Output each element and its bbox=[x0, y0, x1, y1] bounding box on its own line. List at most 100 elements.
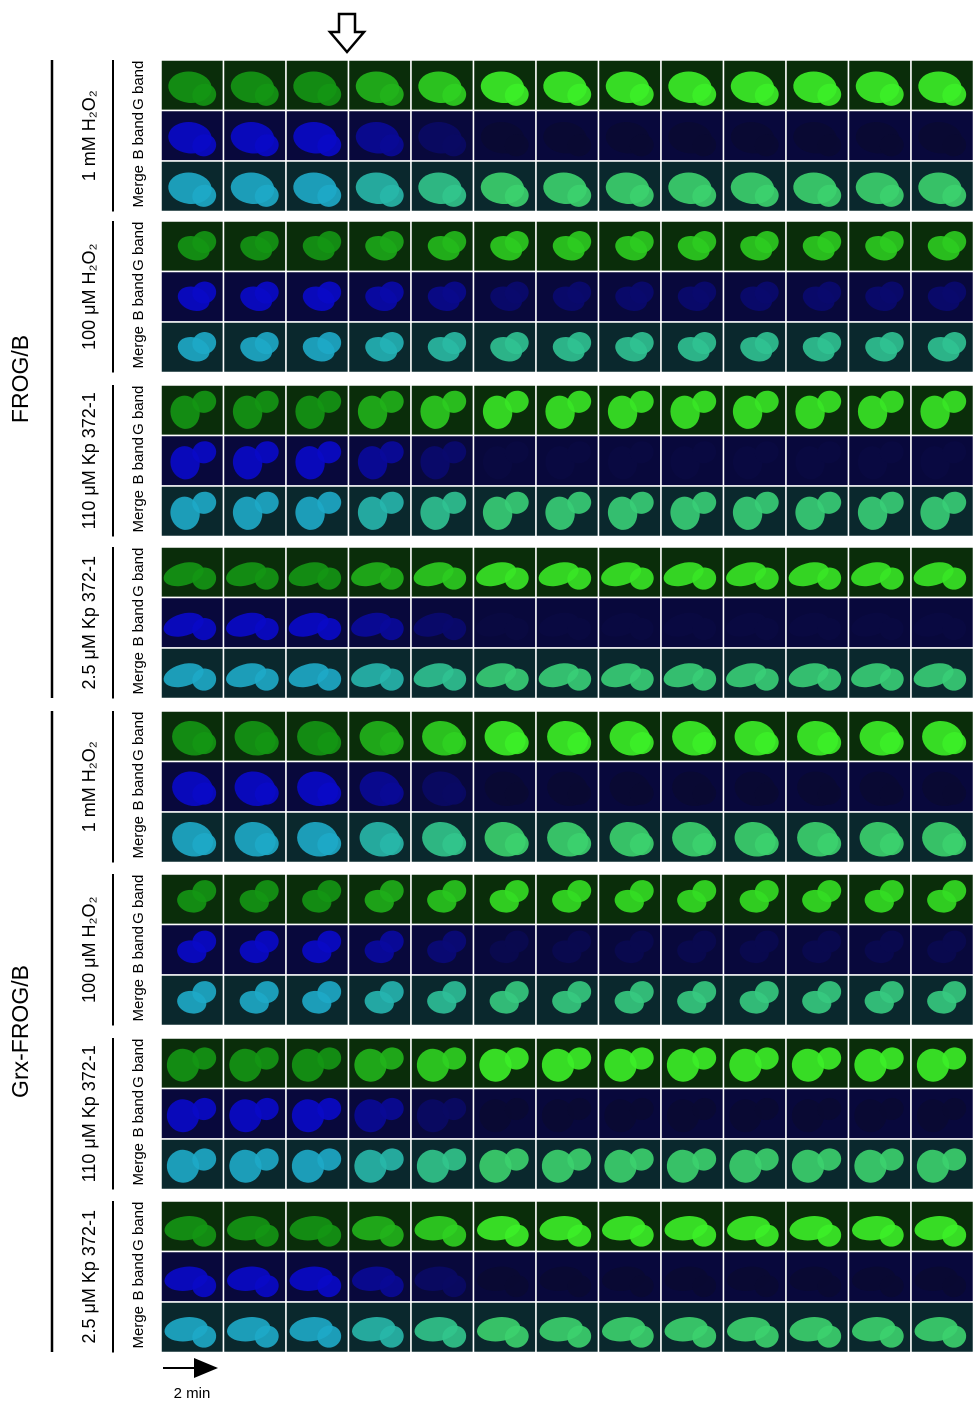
cell bbox=[254, 134, 279, 157]
cell bbox=[442, 390, 467, 413]
cell bbox=[541, 1099, 575, 1133]
cell bbox=[317, 1224, 342, 1247]
cell bbox=[692, 231, 717, 254]
cell bbox=[567, 134, 592, 157]
cell bbox=[504, 390, 529, 413]
cell bbox=[754, 981, 779, 1004]
cell bbox=[504, 1148, 529, 1171]
cell bbox=[545, 446, 575, 480]
cell bbox=[317, 332, 342, 355]
cell bbox=[567, 184, 592, 207]
channel-label: Merge bbox=[130, 165, 147, 208]
cell bbox=[754, 833, 779, 856]
cell bbox=[504, 332, 529, 355]
cell bbox=[379, 1097, 404, 1121]
cell bbox=[479, 1048, 512, 1082]
cell bbox=[192, 1097, 217, 1121]
cell bbox=[442, 930, 467, 953]
group-label: Grx-FROG/B bbox=[7, 965, 33, 1098]
cell bbox=[879, 184, 904, 207]
cell bbox=[254, 618, 279, 641]
cell bbox=[629, 668, 654, 691]
cell bbox=[379, 184, 404, 207]
cell bbox=[420, 395, 450, 429]
channel-label: G band bbox=[130, 61, 147, 110]
cell bbox=[629, 1097, 654, 1121]
cell bbox=[942, 1275, 967, 1298]
cell bbox=[482, 395, 513, 429]
cell bbox=[879, 231, 904, 254]
cell bbox=[817, 441, 842, 464]
cell bbox=[942, 668, 967, 691]
cell bbox=[692, 491, 717, 514]
cell bbox=[692, 332, 717, 355]
cell bbox=[442, 1224, 467, 1247]
cell bbox=[942, 1097, 967, 1121]
cell bbox=[254, 441, 279, 464]
cell bbox=[442, 83, 467, 106]
cell bbox=[754, 83, 779, 106]
cell bbox=[754, 1325, 779, 1348]
cell bbox=[295, 395, 325, 429]
cell bbox=[817, 1325, 842, 1348]
cell bbox=[732, 446, 763, 480]
cell bbox=[379, 231, 404, 254]
cell bbox=[920, 395, 950, 429]
cell bbox=[317, 390, 342, 413]
channel-label: B band bbox=[130, 273, 147, 321]
cell bbox=[504, 83, 529, 106]
cell bbox=[754, 1275, 779, 1298]
cell bbox=[567, 618, 592, 641]
cell bbox=[567, 491, 592, 514]
cell bbox=[482, 446, 513, 480]
cell bbox=[317, 567, 342, 590]
cell bbox=[942, 567, 967, 590]
cell bbox=[254, 567, 279, 590]
cell bbox=[192, 782, 217, 805]
cell bbox=[817, 332, 842, 355]
cell bbox=[545, 496, 575, 530]
cell bbox=[192, 1148, 217, 1171]
channel-label: B band bbox=[130, 1090, 147, 1138]
condition-label: 1 mM H₂O₂ bbox=[79, 741, 99, 832]
cell bbox=[192, 231, 217, 254]
cell bbox=[879, 390, 904, 413]
cell bbox=[795, 496, 825, 530]
cell bbox=[692, 1325, 717, 1348]
cell bbox=[504, 1325, 529, 1348]
cell bbox=[692, 390, 717, 413]
cell bbox=[916, 1149, 950, 1183]
cell bbox=[942, 782, 967, 805]
cell bbox=[317, 134, 342, 157]
cell bbox=[504, 134, 529, 157]
cell bbox=[692, 618, 717, 641]
cell bbox=[920, 446, 950, 480]
cell bbox=[942, 1047, 967, 1070]
cell bbox=[504, 184, 529, 207]
cell bbox=[170, 496, 200, 530]
cell bbox=[317, 1097, 342, 1121]
channel-label: B band bbox=[130, 1253, 147, 1301]
cell bbox=[504, 1224, 529, 1247]
cell bbox=[317, 1325, 342, 1348]
cell bbox=[754, 1148, 779, 1171]
cell bbox=[192, 134, 217, 157]
cell bbox=[254, 668, 279, 691]
cell bbox=[192, 833, 217, 856]
cell bbox=[791, 1048, 825, 1082]
channel-label: Merge bbox=[130, 326, 147, 369]
cell bbox=[192, 880, 217, 903]
cell bbox=[879, 441, 904, 464]
cell bbox=[817, 782, 842, 805]
cell bbox=[942, 732, 967, 755]
cell bbox=[754, 1097, 779, 1121]
cell bbox=[795, 446, 825, 480]
cell bbox=[192, 1275, 217, 1298]
cell bbox=[442, 491, 467, 514]
cell bbox=[692, 782, 717, 805]
cell bbox=[232, 446, 263, 480]
cell bbox=[541, 1149, 575, 1183]
channel-label: Merge bbox=[130, 1306, 147, 1349]
cell bbox=[629, 981, 654, 1004]
